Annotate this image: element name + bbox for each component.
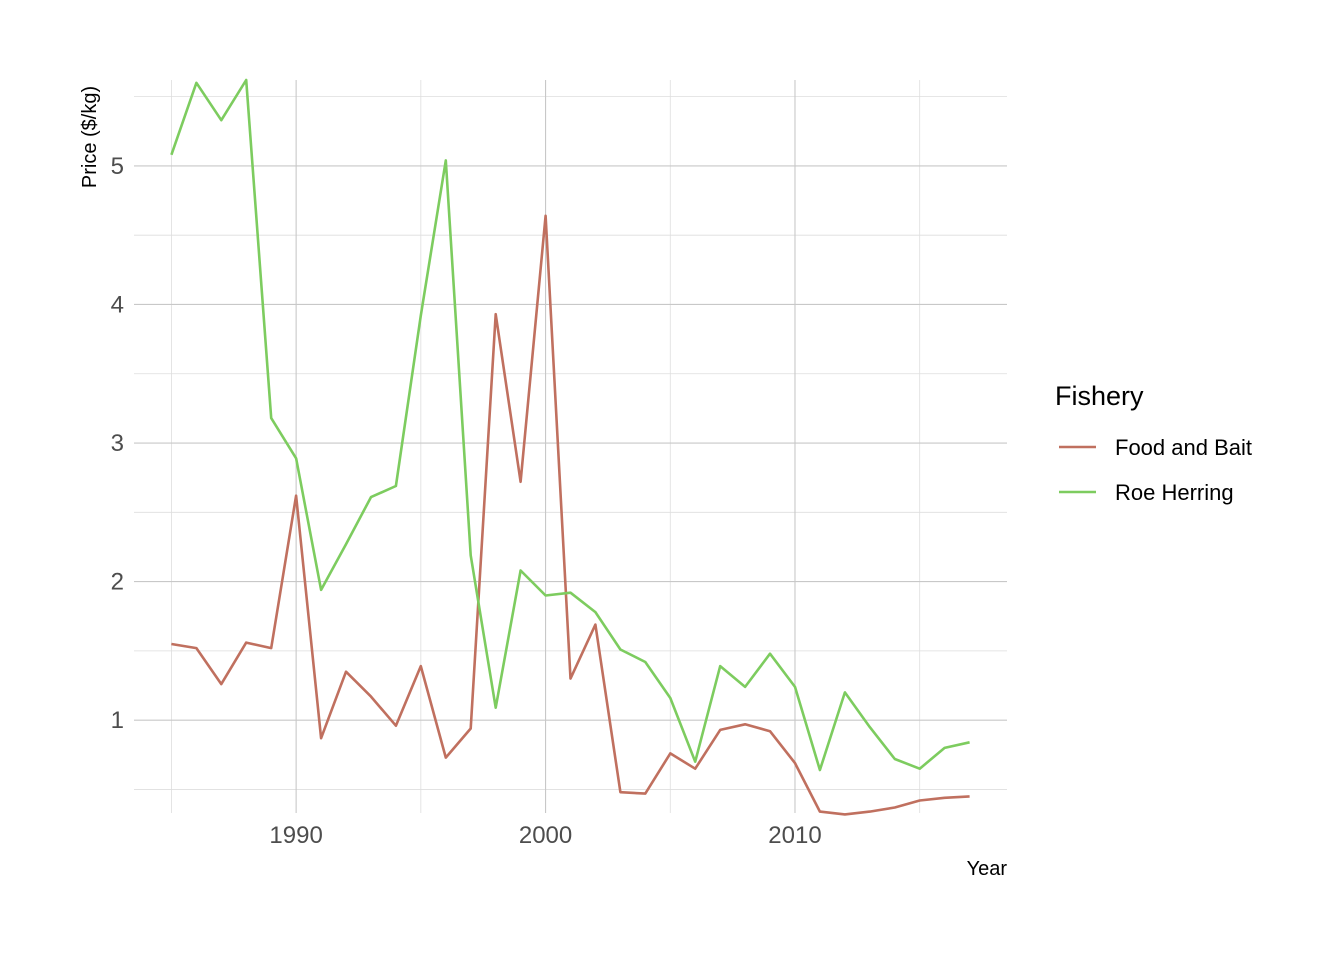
- series-line-roe-herring: [170, 78, 970, 772]
- legend-title: Fishery: [1055, 381, 1144, 411]
- y-tick-label: 3: [111, 430, 124, 457]
- legend-label-food-and-bait: Food and Bait: [1115, 435, 1252, 460]
- y-axis-title: Price ($/kg): [79, 86, 101, 188]
- x-axis-tick-labels: 1990 2000 2010: [269, 822, 821, 849]
- x-tick-label: 2010: [768, 822, 821, 849]
- y-tick-label: 5: [111, 153, 124, 180]
- y-tick-label: 4: [111, 291, 124, 318]
- major-gridlines-x: [295, 80, 796, 813]
- y-tick-label: 1: [111, 707, 124, 734]
- x-tick-label: 2000: [519, 822, 572, 849]
- minor-gridlines-x: [171, 80, 921, 813]
- series-line-food-and-bait: [171, 214, 970, 816]
- y-axis-tick-labels: 1 2 3 4 5: [111, 153, 124, 734]
- x-axis-title: Year: [967, 858, 1008, 880]
- legend-label-roe-herring: Roe Herring: [1115, 480, 1234, 505]
- major-gridlines-y: [134, 165, 1007, 721]
- series-layer: [170, 78, 970, 816]
- x-tick-label: 1990: [269, 822, 322, 849]
- minor-gridlines-y: [134, 96, 1007, 790]
- y-tick-label: 2: [111, 569, 124, 596]
- legend: Fishery Food and Bait Roe Herring: [1055, 381, 1252, 505]
